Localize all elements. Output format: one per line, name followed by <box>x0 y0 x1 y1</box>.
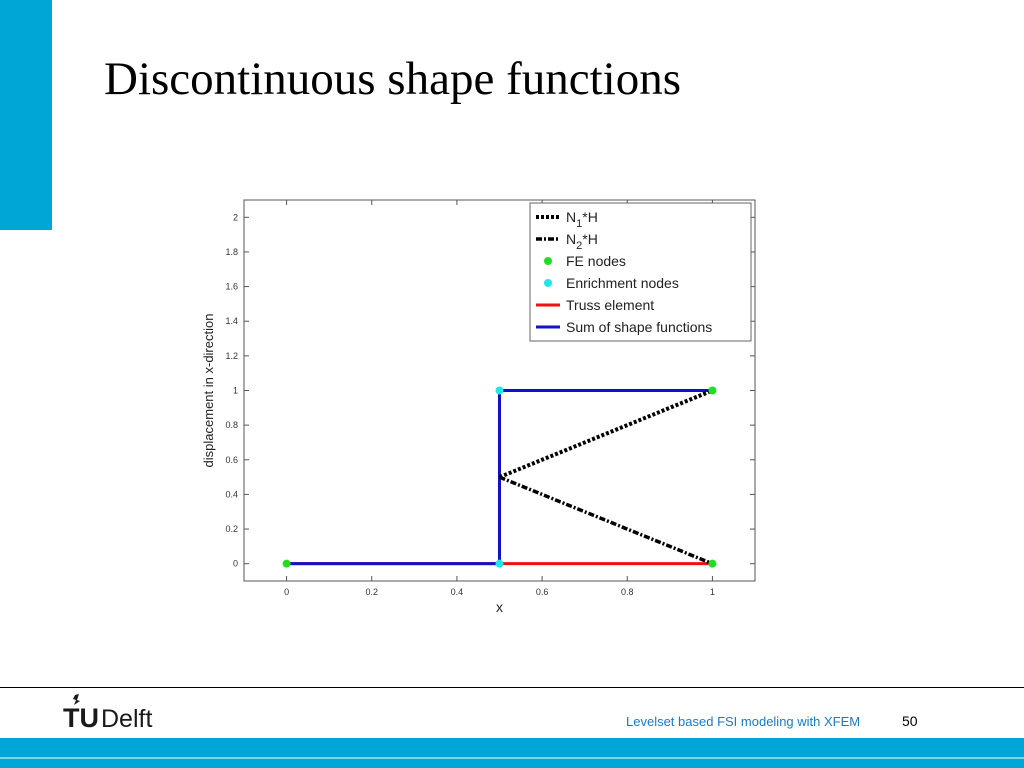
flame-icon <box>73 694 80 705</box>
y-tick-label: 0.6 <box>225 455 238 465</box>
enrichment-nodes-point <box>495 559 504 568</box>
x-tick-label: 0 <box>284 587 289 597</box>
y-tick-label: 0.4 <box>225 489 238 499</box>
legend-label: FE nodes <box>566 253 626 269</box>
legend-label: Truss element <box>566 297 654 313</box>
y-tick-label: 0.2 <box>225 524 238 534</box>
n2-h-line <box>498 475 714 566</box>
fe-nodes-point <box>708 559 717 568</box>
page-number: 50 <box>902 713 918 729</box>
accent-bar <box>0 0 52 230</box>
y-tick-label: 1 <box>233 386 238 396</box>
y-tick-label: 1.4 <box>225 316 238 326</box>
logo-delft: Delft <box>101 705 152 733</box>
y-tick-label: 0.8 <box>225 420 238 430</box>
legend-entry: Sum of shape functions <box>536 319 712 335</box>
legend-entry: FE nodes <box>544 253 626 269</box>
x-tick-label: 0.4 <box>451 587 464 597</box>
slide-title: Discontinuous shape functions <box>104 53 681 105</box>
legend-entry: N1*H <box>536 209 598 230</box>
footer-band-stripe <box>0 757 1024 759</box>
legend: N1*HN2*HFE nodes Enrichment nodes Truss el… <box>529 202 752 342</box>
x-tick-label: 0.8 <box>621 587 634 597</box>
y-tick-label: 1.8 <box>225 247 238 257</box>
x-axis-label: x <box>496 599 503 615</box>
legend-label: N1*H <box>566 209 598 230</box>
legend-label: Enrichment nodes <box>566 275 679 291</box>
legend-label: Sum of shape functions <box>566 319 712 335</box>
x-tick-label: 0.2 <box>365 587 378 597</box>
legend-entry: Enrichment nodes <box>544 275 679 291</box>
legend-marker <box>544 279 552 287</box>
logo-tu: TU <box>63 703 99 733</box>
fe-nodes-point <box>282 559 291 568</box>
y-tick-label: 2 <box>233 212 238 222</box>
y-tick-label: 1.6 <box>225 282 238 292</box>
y-tick-label: 1.2 <box>225 351 238 361</box>
legend-entry: Truss element <box>536 297 654 313</box>
footer-band <box>0 738 1024 768</box>
legend-box <box>529 202 752 342</box>
legend-marker <box>544 257 552 265</box>
x-tick-label: 1 <box>710 587 715 597</box>
n1-h-line <box>498 388 714 479</box>
footer-divider <box>0 687 1024 688</box>
fe-nodes-point <box>708 386 717 395</box>
x-tick-label: 0.6 <box>536 587 549 597</box>
enrichment-nodes-point <box>495 386 504 395</box>
footer-presentation-title: Levelset based FSI modeling with XFEM <box>626 714 861 729</box>
legend-label: N2*H <box>566 231 598 252</box>
y-axis-label: displacement in x-direction <box>201 314 216 468</box>
legend-entry: N2*H <box>536 231 598 252</box>
y-tick-label: 0 <box>233 559 238 569</box>
tu-delft-logo: TU Delft <box>63 694 152 733</box>
chart: 0 0.2 0.4 0.6 0.8 1 0 0.2 0.4 0.6 0.8 1 1.2 1.4 1.6 1.8… <box>201 199 756 615</box>
